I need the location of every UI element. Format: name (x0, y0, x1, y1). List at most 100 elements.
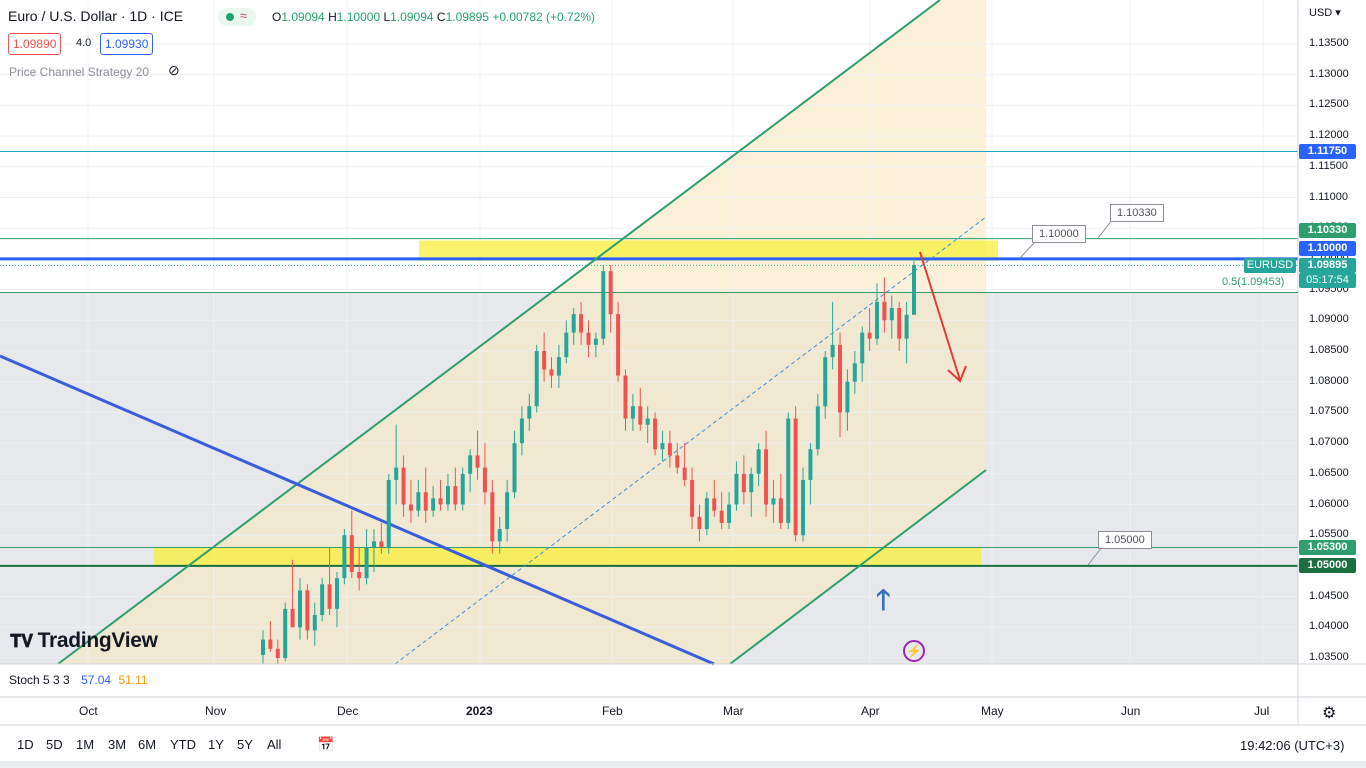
timeframe-button[interactable]: 1Y (208, 737, 224, 752)
indicator-name[interactable]: Price Channel Strategy 20 (9, 65, 150, 79)
callout-pointer (1019, 240, 1037, 259)
time-tick-label: Nov (205, 704, 227, 718)
candle-body (667, 443, 672, 456)
stochastic-name: Stoch 5 3 3 (9, 673, 70, 687)
open-label: O (272, 10, 282, 24)
candle-body (556, 357, 561, 376)
timeframe-button[interactable]: 1D (17, 737, 34, 752)
candle-body (401, 467, 406, 505)
callout-10000[interactable]: 1.10000 (1032, 225, 1086, 243)
candle-body (408, 504, 413, 511)
time-tick-label: Jul (1254, 704, 1270, 718)
callout-pointer (1087, 546, 1103, 566)
price-tick-label: 1.12000 (1309, 129, 1349, 142)
timeframe-button[interactable]: 1M (76, 737, 95, 752)
candle-body (675, 455, 680, 468)
price-tag-10330: 1.10330 (1299, 223, 1356, 238)
candle-body (357, 572, 362, 579)
channel-lower-line (729, 469, 987, 665)
candle-body (423, 492, 428, 511)
candle-body (445, 486, 450, 505)
bottom-strip (0, 761, 1366, 768)
change-value: +0.00782 (+0.72%) (492, 10, 596, 24)
lightning-icon[interactable]: ⚡ (903, 640, 925, 662)
candle-body (482, 467, 487, 493)
date-range-icon[interactable]: 📅 (317, 736, 335, 752)
candle-body (786, 418, 791, 523)
close-label: C (436, 10, 446, 24)
spread-value: 4.0 (76, 37, 92, 49)
candle-body (801, 479, 806, 536)
candle-body (416, 492, 421, 511)
time-tick-label: 2023 (466, 704, 493, 718)
channel-fill (58, 0, 986, 664)
callout-05000[interactable]: 1.05000 (1098, 531, 1152, 549)
candle-body (364, 547, 369, 579)
price-tick-label: 1.11500 (1309, 159, 1348, 172)
price-tick-label: 1.04000 (1309, 620, 1349, 633)
buy-button[interactable]: 1.09930 (100, 33, 154, 55)
high-label: H (328, 10, 337, 24)
symbol-title[interactable]: Euro / U.S. Dollar · 1D · ICE (8, 8, 184, 24)
currency-selector[interactable]: USD ▾ (1309, 7, 1341, 19)
timeframe-button[interactable]: 5Y (237, 737, 253, 752)
stochastic-k-value: 57.04 (81, 673, 112, 687)
candle-body (823, 357, 828, 407)
candle-body (320, 584, 325, 616)
timeframe-button[interactable]: 5D (46, 737, 63, 752)
timeframe-button[interactable]: All (267, 737, 282, 752)
candle-body (297, 590, 302, 628)
close-value: 1.09895 (445, 10, 489, 24)
eye-hidden-icon[interactable]: ⊘ (168, 62, 180, 78)
price-tag-10000: 1.10000 (1299, 241, 1356, 256)
timeframe-button[interactable]: YTD (170, 737, 196, 752)
candle-body (608, 271, 613, 315)
candle-body (490, 492, 495, 542)
candle-body (616, 314, 621, 376)
candle-body (875, 301, 880, 339)
candle-body (741, 473, 746, 493)
candle-body (275, 648, 280, 658)
candle-body (645, 418, 650, 425)
candle-body (497, 529, 502, 542)
candle-body (438, 498, 443, 505)
candle-body (764, 449, 769, 505)
timeframe-button[interactable]: 6M (138, 737, 157, 752)
candle-body (852, 363, 857, 382)
channel-midline (394, 216, 987, 665)
candle-body (653, 418, 658, 450)
candle-body (889, 308, 894, 321)
candle-body (867, 332, 872, 339)
candle-body (283, 608, 288, 658)
price-tick-label: 1.08000 (1309, 374, 1349, 387)
price-tick-label: 1.13000 (1309, 67, 1349, 80)
settings-gear-icon[interactable]: ⚙ (1322, 705, 1337, 722)
time-tick-label: Apr (861, 704, 880, 718)
candle-body (808, 449, 813, 480)
timeframe-button[interactable]: 3M (108, 737, 127, 752)
callout-10330[interactable]: 1.10330 (1110, 204, 1164, 222)
forecast-arrow-head (947, 365, 967, 383)
wave-icon: ≈ (240, 8, 248, 23)
fib-level-label: 0.5(1.09453) (1222, 276, 1285, 288)
stochastic-legend[interactable]: Stoch 5 3 3 57.04 51.11 (9, 673, 148, 687)
forecast-arrow-line (919, 251, 961, 381)
clock[interactable]: 19:42:06 (UTC+3) (1240, 738, 1345, 753)
candle-body (453, 486, 458, 505)
price-tick-label: 1.05500 (1309, 528, 1349, 541)
candle-body (394, 467, 399, 480)
candle-body (371, 541, 376, 548)
sell-button[interactable]: 1.09890 (8, 33, 62, 55)
time-tick-label: Jun (1121, 704, 1141, 718)
candle-body (719, 510, 724, 523)
price-tick-label: 1.04500 (1309, 589, 1349, 602)
symbol-tag: EURUSD (1244, 258, 1296, 273)
price-tick-label: 1.08500 (1309, 344, 1349, 356)
up-arrow-icon[interactable]: 🡑 (876, 584, 891, 615)
candle-body (638, 406, 643, 425)
time-tick-label: Oct (79, 704, 98, 718)
candle-body (542, 351, 547, 370)
candle-body (261, 639, 265, 655)
market-status-badge[interactable]: ≈ (218, 8, 256, 26)
